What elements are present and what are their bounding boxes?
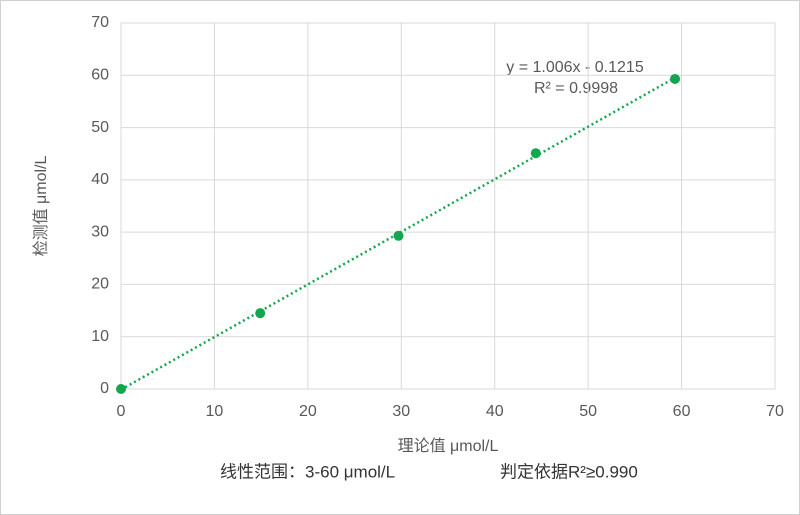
x-tick-label: 40	[486, 403, 504, 420]
x-tick-label: 50	[579, 403, 597, 420]
y-tick-label: 20	[91, 276, 109, 293]
trendline	[120, 76, 676, 391]
y-axis-label: 检测值 μmol/L	[32, 156, 50, 257]
footnote: 判定依据R²≥0.990	[500, 462, 638, 481]
equation: y = 1.006x - 0.1215	[506, 59, 644, 76]
y-tick-label: 70	[91, 14, 109, 31]
point	[255, 308, 266, 319]
y-tick-label: 0	[100, 380, 109, 397]
x-axis-label: 理论值 μmol/L	[398, 437, 499, 455]
point	[530, 148, 541, 159]
point	[116, 384, 126, 394]
footnote: 线性范围：3-60 μmol/L	[220, 462, 395, 481]
x-tick-label: 0	[117, 403, 126, 420]
x-tick-label: 30	[392, 403, 410, 420]
y-tick-label: 40	[91, 171, 109, 188]
y-tick-label: 30	[91, 223, 109, 240]
x-tick-label: 10	[206, 403, 224, 420]
point	[393, 230, 404, 241]
r-squared: R² = 0.9998	[534, 80, 618, 97]
point	[670, 73, 681, 84]
y-tick-label: 50	[91, 119, 109, 136]
y-tick-label: 10	[91, 328, 109, 345]
x-tick-label: 70	[766, 403, 784, 420]
x-tick-label: 20	[299, 403, 317, 420]
y-tick-label: 60	[91, 67, 109, 84]
x-tick-label: 60	[673, 403, 691, 420]
